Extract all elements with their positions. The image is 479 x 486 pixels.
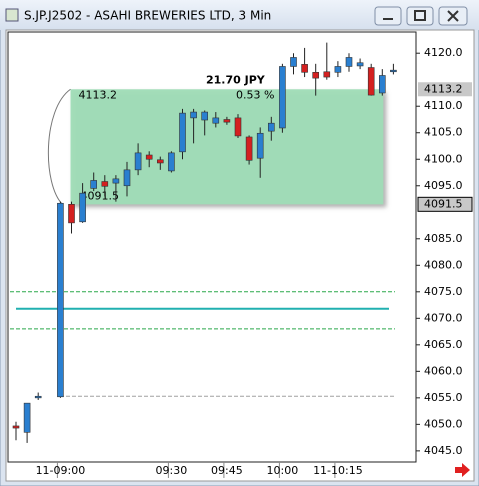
candle-body — [312, 71, 320, 79]
y-tick-label: 4110.0 — [424, 99, 463, 112]
candle-body — [245, 136, 253, 161]
maximize-button[interactable] — [406, 6, 434, 26]
candle-body — [378, 75, 386, 94]
candle-body — [179, 112, 186, 153]
window-icon — [5, 8, 19, 22]
box-bottom-label: 4091.5 — [81, 189, 120, 202]
y-tick-label: 4045.0 — [424, 444, 463, 457]
maximize-icon — [414, 10, 426, 21]
candle-body — [223, 119, 231, 123]
candle-body — [334, 66, 342, 73]
candle-body — [356, 62, 364, 67]
x-tick-label: 09:45 — [211, 464, 243, 477]
y-tick-label: 4095.0 — [424, 179, 463, 192]
candle-body — [34, 395, 42, 399]
x-tick-label: 11-09:00 — [36, 464, 86, 477]
close-icon — [447, 10, 459, 22]
y-tick-label: 4070.0 — [424, 311, 463, 324]
price-marker-label: 4091.5 — [424, 197, 463, 210]
candle-body — [57, 202, 64, 398]
candle-body — [101, 181, 109, 187]
x-tick-label: 09:30 — [156, 464, 188, 477]
y-tick-label: 4055.0 — [424, 391, 463, 404]
y-tick-label: 4050.0 — [424, 417, 463, 430]
candle-body — [68, 204, 75, 224]
y-tick-label: 4105.0 — [424, 126, 463, 139]
y-tick-label: 4120.0 — [424, 46, 463, 59]
y-tick-label: 4060.0 — [424, 364, 463, 377]
y-tick-label: 4085.0 — [424, 232, 463, 245]
candle-body — [212, 117, 220, 124]
box-top-label: 4113.2 — [79, 88, 118, 101]
candle-body — [79, 192, 86, 223]
candle-body — [256, 132, 264, 159]
percent-label: 0.53 % — [236, 88, 274, 101]
candle-body — [345, 57, 353, 67]
candle-body — [323, 71, 331, 78]
price-marker — [418, 82, 472, 97]
candle-body — [168, 152, 175, 172]
candle-body — [112, 178, 120, 184]
candle-body — [23, 402, 31, 433]
candle-body — [145, 154, 153, 160]
minimize-button[interactable] — [374, 6, 402, 26]
window-title: S.JP.J2502 - ASAHI BREWERIES LTD, 3 Min — [24, 9, 271, 23]
candle-body — [267, 122, 275, 132]
candle-body — [234, 117, 242, 137]
y-tick-label: 4065.0 — [424, 338, 463, 351]
candle-body — [12, 425, 20, 429]
window-buttons[interactable] — [374, 6, 468, 26]
candle-body — [123, 169, 131, 187]
candle-body — [201, 111, 208, 121]
candle-body — [157, 159, 164, 164]
x-tick-label: 11-10:15 — [313, 464, 363, 477]
candle-body — [279, 66, 286, 129]
y-tick-label: 4100.0 — [424, 152, 463, 165]
candle-body — [367, 67, 375, 96]
price-marker-label: 4113.2 — [424, 82, 463, 95]
price-marker — [417, 196, 473, 212]
scroll-arrow[interactable] — [455, 463, 470, 477]
candle-body — [134, 152, 142, 171]
candle-body — [290, 57, 297, 67]
y-tick-label: 4080.0 — [424, 258, 463, 271]
candle-body — [90, 180, 97, 189]
x-tick-label: 10:00 — [267, 464, 299, 477]
change-label: 21.70 JPY — [206, 73, 266, 86]
candle-body — [301, 64, 308, 73]
y-tick-label: 4075.0 — [424, 285, 463, 298]
range-box — [70, 89, 384, 205]
candle-body — [390, 69, 397, 73]
candle-body — [190, 111, 197, 119]
ruler-arc — [47, 88, 71, 205]
